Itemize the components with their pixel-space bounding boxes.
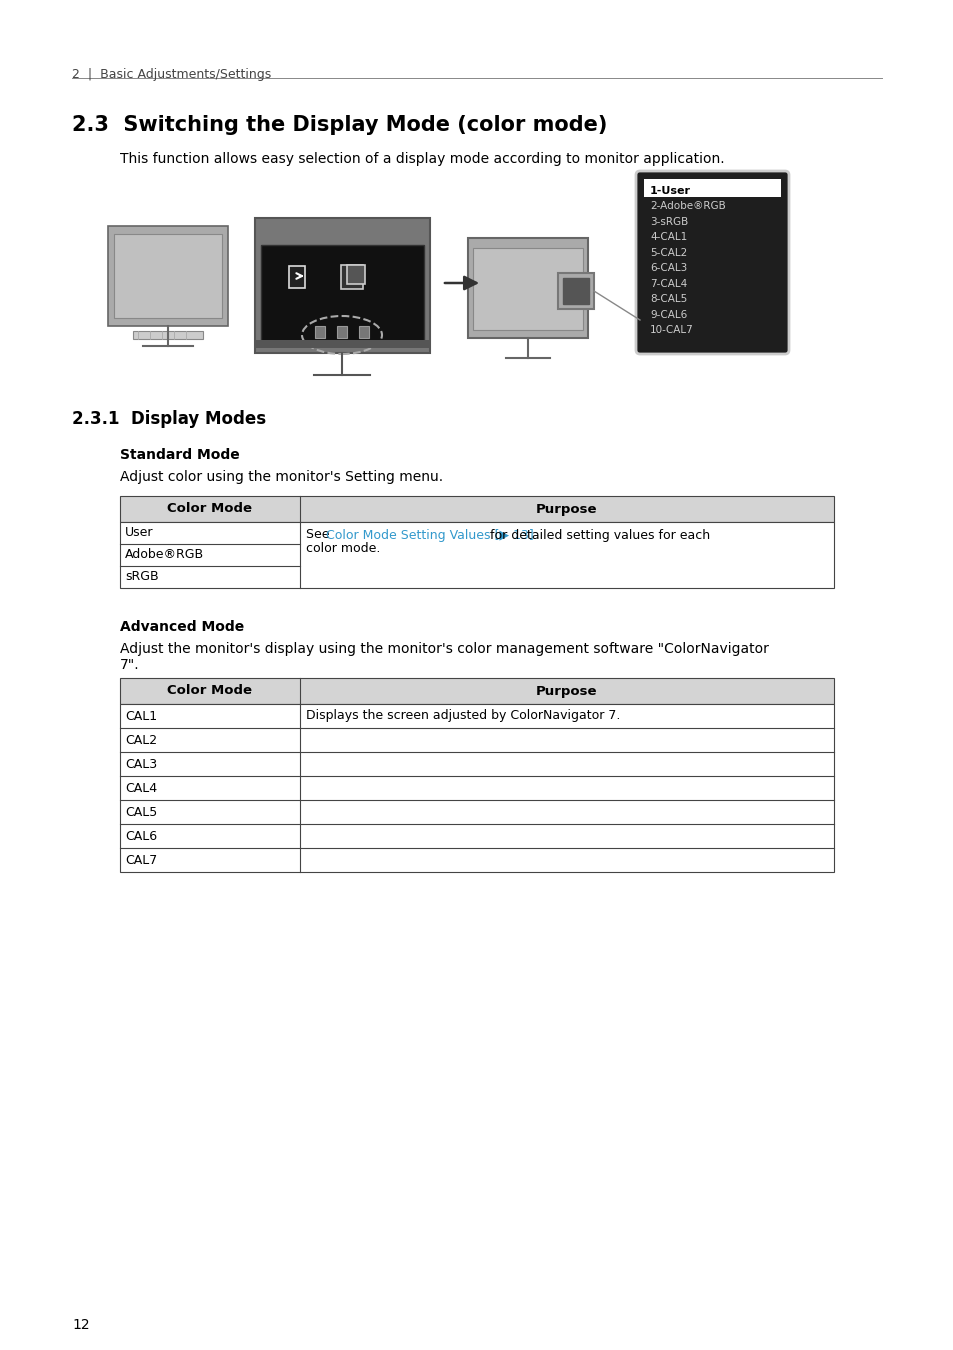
Bar bbox=[120, 522, 833, 589]
Text: 2  |  Basic Adjustments/Settings: 2 | Basic Adjustments/Settings bbox=[71, 68, 271, 81]
Bar bbox=[120, 678, 833, 703]
Bar bbox=[108, 225, 228, 325]
Bar bbox=[314, 325, 325, 338]
Text: Displays the screen adjusted by ColorNavigator 7.: Displays the screen adjusted by ColorNav… bbox=[306, 710, 619, 722]
Text: User: User bbox=[125, 526, 153, 540]
FancyBboxPatch shape bbox=[636, 171, 788, 354]
Text: 1-User: 1-User bbox=[649, 186, 690, 196]
Bar bbox=[120, 703, 833, 872]
Text: CAL6: CAL6 bbox=[125, 829, 157, 842]
Text: 6-CAL3: 6-CAL3 bbox=[649, 263, 686, 273]
Text: CAL2: CAL2 bbox=[125, 733, 157, 747]
Text: for detailed setting values for each: for detailed setting values for each bbox=[485, 528, 709, 541]
Text: Color Mode: Color Mode bbox=[168, 502, 253, 516]
Text: Purpose: Purpose bbox=[536, 502, 598, 516]
Bar bbox=[120, 495, 833, 522]
Text: 3-sRGB: 3-sRGB bbox=[649, 217, 687, 227]
Text: This function allows easy selection of a display mode according to monitor appli: This function allows easy selection of a… bbox=[120, 153, 724, 166]
Text: 9-CAL6: 9-CAL6 bbox=[649, 309, 686, 320]
Text: Standard Mode: Standard Mode bbox=[120, 448, 239, 462]
Bar bbox=[336, 325, 347, 338]
Bar bbox=[120, 495, 833, 522]
Text: Adjust color using the monitor's Setting menu.: Adjust color using the monitor's Setting… bbox=[120, 470, 442, 485]
Bar bbox=[113, 234, 222, 319]
Text: Adobe®RGB: Adobe®RGB bbox=[125, 548, 204, 562]
Bar bbox=[261, 244, 423, 346]
Text: 12: 12 bbox=[71, 1318, 90, 1332]
Bar bbox=[289, 266, 305, 288]
Bar bbox=[473, 248, 582, 329]
Text: 7".: 7". bbox=[120, 657, 139, 672]
Text: 5-CAL2: 5-CAL2 bbox=[649, 248, 686, 258]
Bar bbox=[558, 273, 594, 309]
Text: 8-CAL5: 8-CAL5 bbox=[649, 294, 686, 304]
Text: Adjust the monitor's display using the monitor's color management software "Colo: Adjust the monitor's display using the m… bbox=[120, 643, 768, 656]
Bar bbox=[254, 340, 430, 348]
Bar bbox=[340, 265, 363, 289]
Text: CAL4: CAL4 bbox=[125, 782, 157, 795]
Bar bbox=[468, 238, 587, 338]
Text: color mode.: color mode. bbox=[306, 543, 380, 555]
Bar bbox=[132, 331, 203, 339]
Text: 2-Adobe®RGB: 2-Adobe®RGB bbox=[649, 201, 725, 211]
Text: Purpose: Purpose bbox=[536, 684, 598, 698]
Text: 10-CAL7: 10-CAL7 bbox=[649, 325, 693, 335]
Text: sRGB: sRGB bbox=[125, 571, 158, 583]
Text: 4-CAL1: 4-CAL1 bbox=[649, 232, 686, 242]
Text: 7-CAL4: 7-CAL4 bbox=[649, 278, 686, 289]
Bar bbox=[120, 678, 833, 703]
Text: Color Mode: Color Mode bbox=[168, 684, 253, 698]
Text: Advanced Mode: Advanced Mode bbox=[120, 620, 244, 634]
Text: 2.3  Switching the Display Mode (color mode): 2.3 Switching the Display Mode (color mo… bbox=[71, 115, 607, 135]
Text: CAL5: CAL5 bbox=[125, 806, 157, 818]
Text: 2.3.1  Display Modes: 2.3.1 Display Modes bbox=[71, 410, 266, 428]
Bar bbox=[254, 217, 430, 352]
Text: CAL3: CAL3 bbox=[125, 757, 157, 771]
Bar bbox=[643, 180, 781, 197]
Bar bbox=[347, 265, 365, 284]
Text: See: See bbox=[306, 528, 334, 541]
Text: CAL7: CAL7 bbox=[125, 853, 157, 867]
Text: CAL1: CAL1 bbox=[125, 710, 157, 722]
Bar bbox=[562, 278, 588, 304]
Bar bbox=[358, 325, 369, 338]
Text: Color Mode Setting Values [▶ 13]: Color Mode Setting Values [▶ 13] bbox=[326, 528, 533, 541]
